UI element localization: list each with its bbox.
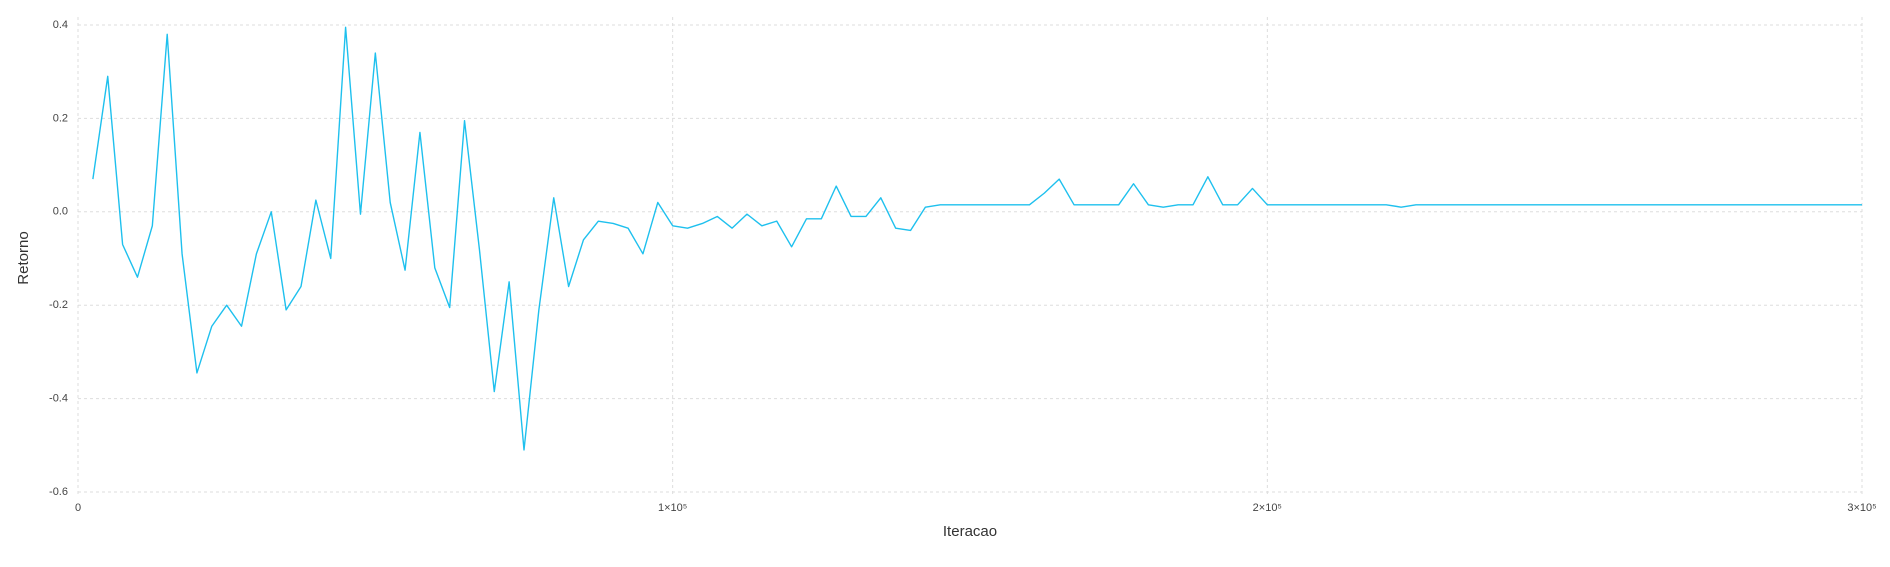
y-tick-label: 0.4 bbox=[53, 19, 68, 31]
x-tick-label: 2×10⁵ bbox=[1253, 502, 1282, 514]
y-tick-label: -0.2 bbox=[49, 299, 68, 311]
y-tick-label: -0.6 bbox=[49, 486, 68, 498]
y-tick-label: -0.4 bbox=[49, 393, 68, 405]
x-tick-label: 0 bbox=[75, 502, 81, 514]
y-tick-label: 0.0 bbox=[53, 206, 68, 218]
y-tick-label: 0.2 bbox=[53, 112, 68, 124]
line bbox=[92, 26, 1862, 451]
x-axis-title: Iteracao bbox=[943, 523, 997, 540]
y-axis-title: Retorno bbox=[15, 231, 32, 284]
x-tick-label: 1×10⁵ bbox=[658, 502, 687, 514]
x-tick-label: 3×10⁵ bbox=[1847, 502, 1876, 514]
